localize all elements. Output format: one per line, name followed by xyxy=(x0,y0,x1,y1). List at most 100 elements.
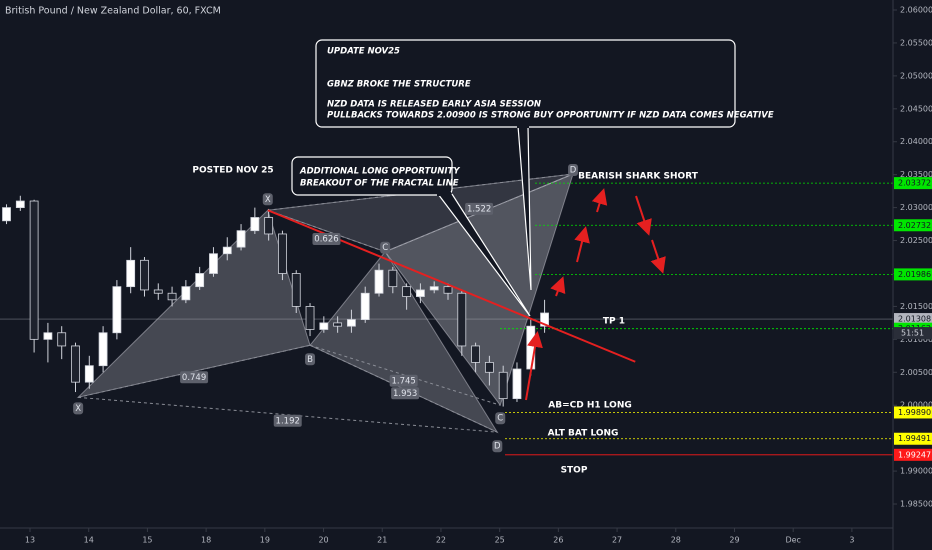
x-tick-label: 25 xyxy=(495,536,505,545)
callout-text: GBNZ BROKE THE STRUCTURE xyxy=(327,80,471,90)
callout-text: PULLBACKS TOWARDS 2.00900 IS STRONG BUY … xyxy=(327,111,774,121)
candle-body xyxy=(416,289,425,297)
x-tick-label: 13 xyxy=(25,536,35,545)
x-tick-label: 15 xyxy=(142,536,152,545)
level-price-label: 2.03372 xyxy=(898,179,931,188)
ratio-label: 1.953 xyxy=(393,389,417,399)
callout-text: BREAKOUT OF THE FRACTAL LINE xyxy=(300,179,459,189)
candle-body xyxy=(264,217,274,235)
note: ALT BAT LONG xyxy=(548,429,619,439)
x-tick-label: 20 xyxy=(318,536,328,545)
level-price-label: 1.99890 xyxy=(898,408,931,417)
y-tick-label: 2.00500 xyxy=(900,368,932,377)
callout-join xyxy=(437,192,451,196)
candle-body xyxy=(291,273,301,307)
arrow xyxy=(635,195,652,236)
red-arrows xyxy=(525,188,666,401)
x-tick-label: 27 xyxy=(612,536,622,545)
ratio-label: 1.522 xyxy=(467,204,491,214)
candle-body xyxy=(443,286,453,294)
y-tick-label: 2.05000 xyxy=(900,71,932,80)
candle-body xyxy=(71,345,80,383)
x-tick-label: Dec xyxy=(785,536,800,545)
x-tick-label: 22 xyxy=(436,536,446,545)
y-tick-label: 2.06000 xyxy=(900,6,932,15)
y-tick-label: 2.04500 xyxy=(900,104,932,113)
pattern-ratio-line xyxy=(78,344,311,398)
ratio-box xyxy=(273,414,302,427)
candle-body xyxy=(126,259,136,288)
callout-pointer xyxy=(437,193,531,317)
arrow xyxy=(550,276,566,297)
y-tick-label: 2.05500 xyxy=(900,38,932,47)
candle-body xyxy=(402,286,412,297)
candle-body xyxy=(333,322,343,327)
level-price-label: 1.99247 xyxy=(898,450,931,459)
x-tick-label: 21 xyxy=(377,536,387,545)
x-tick-label: 28 xyxy=(671,536,681,545)
level-price-label: 2.01308 xyxy=(898,315,931,324)
candle-body xyxy=(305,306,315,330)
countdown-box xyxy=(894,327,932,340)
candle-body xyxy=(15,200,25,209)
pattern-point-box xyxy=(492,440,503,453)
level-price-box xyxy=(894,432,932,445)
pattern-point-box xyxy=(495,412,506,425)
y-tick-label: 2.01000 xyxy=(900,335,932,344)
note: TP 1 xyxy=(603,317,625,327)
ratio-label: 0.626 xyxy=(314,235,338,245)
candle-body xyxy=(498,371,508,400)
pattern-ratio-line xyxy=(267,209,386,253)
ratio-box xyxy=(389,374,418,387)
x-tick-label: 29 xyxy=(729,536,739,545)
level-price-label: 2.02732 xyxy=(898,221,931,230)
pattern-triangle xyxy=(76,209,311,399)
y-tick-label: 2.03500 xyxy=(900,170,932,179)
note: STOP xyxy=(561,466,588,476)
candle-body xyxy=(57,332,67,347)
x-tick-label: 19 xyxy=(260,536,270,545)
y-tick-label: 2.04000 xyxy=(900,137,932,146)
ratio-box xyxy=(391,387,420,400)
callout-text: NZD DATA IS RELEASED EARLY ASIA SESSION xyxy=(327,100,541,110)
candle-body xyxy=(153,289,163,294)
candle-body xyxy=(484,362,494,373)
x-tick-label: 26 xyxy=(553,536,563,545)
candles-layer xyxy=(2,195,549,407)
ratio-box xyxy=(312,233,341,245)
pattern-point-box xyxy=(305,353,316,366)
y-tick-label: 2.01500 xyxy=(900,302,932,311)
x-tick-label: 18 xyxy=(201,536,211,545)
callout-text: UPDATE NOV25 xyxy=(327,47,400,57)
ratio-label: 0.749 xyxy=(182,373,206,383)
candle-body xyxy=(181,286,191,301)
pattern-point-box xyxy=(73,402,84,415)
candle-body xyxy=(250,217,260,232)
candle-body xyxy=(84,365,94,383)
note: BEARISH SHARK SHORT xyxy=(578,172,699,182)
arrow xyxy=(591,188,608,213)
callout-update: UPDATE NOV25 GBNZ BROKE THE STRUCTURE NZ… xyxy=(315,39,774,291)
candle-body xyxy=(209,253,218,274)
candle-body xyxy=(319,322,329,330)
pattern-point-box xyxy=(262,193,273,206)
candle-body xyxy=(43,332,53,340)
pattern-point-label: C xyxy=(382,243,388,253)
candle-body xyxy=(2,207,11,222)
candle-body xyxy=(374,269,384,294)
candle-body xyxy=(167,292,177,301)
pattern-point-label: B xyxy=(307,355,313,365)
axis-layer: 2.06000 2.05500 2.05000 2.04500 2.04000 2.035… xyxy=(25,6,932,545)
y-tick-label: 2.02500 xyxy=(900,236,932,245)
pattern-point-label: X xyxy=(75,404,81,414)
candle-body xyxy=(222,246,232,255)
pattern-ratio-line xyxy=(384,173,574,253)
candle-body xyxy=(360,292,370,320)
level-price-label: 1.99491 xyxy=(898,434,931,443)
arrow xyxy=(574,226,590,263)
ratio-box xyxy=(180,371,209,384)
chart-title: British Pound / New Zealand Dollar, 60, … xyxy=(5,6,221,17)
callout-box xyxy=(291,156,453,196)
level-price-box xyxy=(894,406,932,419)
